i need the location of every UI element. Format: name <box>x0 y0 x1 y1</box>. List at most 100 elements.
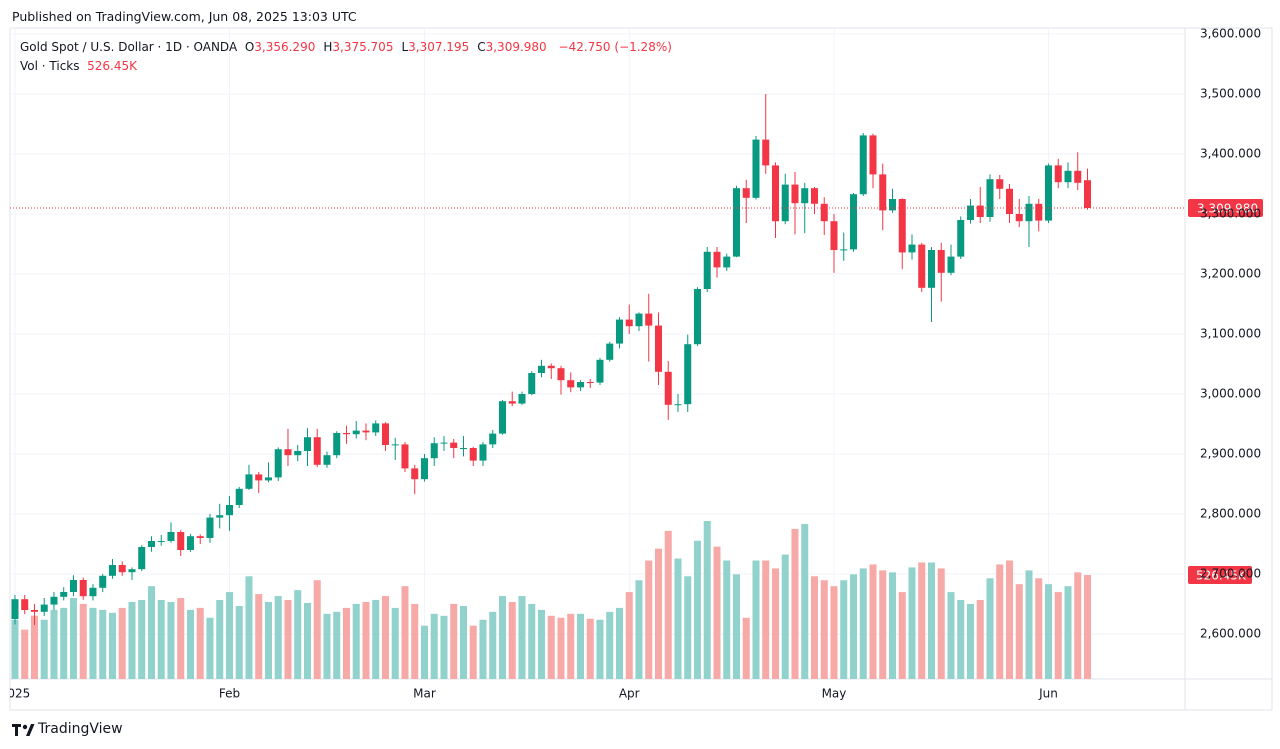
volume-bar <box>908 567 916 679</box>
candle-body <box>927 250 936 288</box>
volume-bar <box>274 596 282 679</box>
candle-body <box>898 199 906 253</box>
candle-body <box>888 199 897 211</box>
volume-bar <box>625 592 633 679</box>
volume-bar <box>89 607 97 679</box>
candle-body <box>21 599 29 610</box>
candle-body <box>1044 165 1053 221</box>
volume-bar <box>723 560 731 679</box>
candle-body <box>732 188 740 257</box>
volume-legend: Vol · Ticks 526.45K <box>20 59 137 73</box>
candle-body <box>30 610 38 612</box>
volume-bar <box>118 607 126 679</box>
candle-body <box>1005 188 1014 214</box>
candle-body <box>996 179 1004 189</box>
candle-body <box>147 541 155 547</box>
volume-bar <box>1083 575 1092 679</box>
volume-bars <box>11 521 1092 679</box>
logo <box>12 724 35 736</box>
volume-bar <box>498 596 506 679</box>
last-price-badge <box>1188 199 1263 218</box>
volume-bar <box>479 619 487 679</box>
candle-body <box>1015 214 1023 222</box>
candle-body <box>401 444 409 469</box>
candle-body <box>537 365 545 373</box>
x-tick-label: Feb <box>219 687 240 701</box>
volume-bar <box>430 613 438 679</box>
volume-bar <box>11 619 19 679</box>
volume-bar <box>996 564 1004 679</box>
change: −42.750 (−1.28%) <box>558 40 672 54</box>
volume-bar <box>596 619 604 679</box>
volume-bar <box>469 625 477 679</box>
candle-body <box>879 174 887 211</box>
volume-bar <box>976 600 984 679</box>
candle-body <box>567 380 575 388</box>
candle-body <box>177 532 185 550</box>
volume-bar <box>362 601 370 679</box>
candle-body <box>479 444 487 461</box>
y-tick-label: 3,100.000 <box>1200 327 1261 341</box>
candle-body <box>771 165 780 222</box>
candle-body <box>801 188 809 204</box>
candle-body <box>762 139 770 166</box>
volume-bar <box>138 600 146 679</box>
candle-body <box>489 433 497 445</box>
candle-body <box>1035 203 1043 221</box>
volume-bar <box>742 617 750 679</box>
volume-bar <box>450 603 458 679</box>
candle-body <box>391 444 399 446</box>
candle-body <box>118 565 126 573</box>
candle-body <box>645 313 653 326</box>
ohlc-key: C <box>477 40 486 54</box>
x-tick-label: Apr <box>619 687 640 701</box>
volume-bar <box>225 592 233 679</box>
volume-bar <box>372 600 380 679</box>
candle-body <box>703 251 711 289</box>
candle-body <box>615 319 623 344</box>
candle-body <box>411 468 419 480</box>
volume-bar <box>645 560 653 679</box>
candle-body <box>791 184 799 204</box>
volume-bar <box>1035 578 1043 679</box>
volume-bar <box>752 560 760 679</box>
x-tick-label: Mar <box>413 687 436 701</box>
last-volume-badge <box>1188 566 1252 585</box>
candle-body <box>635 313 643 327</box>
volume-bar <box>333 611 341 679</box>
chart-frame <box>9 27 1273 711</box>
x-tick-label: Jun <box>1038 687 1058 701</box>
volume-bar <box>264 601 272 679</box>
candle-body <box>576 382 584 388</box>
volume-bar <box>947 592 955 679</box>
candle-body <box>225 505 233 516</box>
candle-body <box>528 373 536 394</box>
candle-body <box>849 194 858 250</box>
volume-bar <box>69 598 77 679</box>
volume-bar <box>830 586 838 679</box>
volume-bar <box>30 615 38 679</box>
candle-body <box>108 565 116 576</box>
volume-bar <box>654 548 662 679</box>
volume-bar <box>255 594 263 679</box>
volume-bar <box>781 554 789 679</box>
volume-bar <box>323 613 331 679</box>
ohlc-key: H <box>323 40 333 54</box>
volume-bar <box>508 601 516 679</box>
volume-bar <box>810 576 819 679</box>
volume-bar <box>1044 584 1053 679</box>
symbol: Gold Spot / U.S. Dollar · 1D · OANDA <box>20 40 238 54</box>
volume-bar <box>762 560 770 679</box>
volume-bar <box>40 619 48 679</box>
candle-body <box>274 449 282 478</box>
candle-body <box>1025 203 1033 222</box>
candle-body <box>606 343 614 360</box>
candle-body <box>138 547 146 570</box>
volume-bar <box>518 596 526 679</box>
volume-bar <box>1064 586 1072 679</box>
volume-bar <box>888 572 897 679</box>
y-tick-label: 2,600.000 <box>1200 627 1261 641</box>
candle-body <box>625 319 633 327</box>
candle-body <box>820 203 828 222</box>
